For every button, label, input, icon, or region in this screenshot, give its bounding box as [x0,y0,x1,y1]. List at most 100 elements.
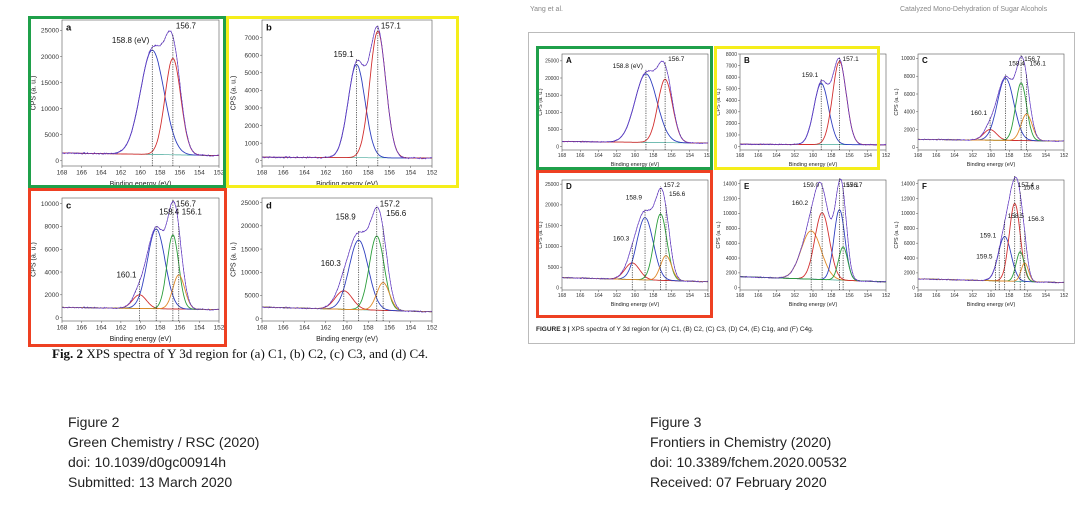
y-tick-label: 5000 [548,127,559,133]
x-tick-label: 152 [704,153,713,159]
x-tick-label: 162 [969,153,978,159]
x-tick-label: 160 [987,293,996,299]
y-tick-label: 4000 [45,269,60,276]
x-tick-label: 156 [384,325,395,332]
x-tick-label: 160 [342,170,353,177]
x-tick-label: 154 [194,325,205,332]
peak-label: 160.1 [116,270,137,279]
component-curve [62,228,219,311]
envelope-curve [739,178,886,283]
y-tick-label: 10000 [241,270,259,277]
x-tick-label: 152 [427,325,438,332]
y-tick-label: 6000 [726,75,737,81]
peak-label: 156.7 [176,200,197,209]
x-tick-label: 156 [1023,153,1032,159]
meta-right-line3: doi: 10.3389/fchem.2020.00532 [650,454,847,470]
component-curve [262,63,432,159]
y-tick-label: 14000 [901,181,915,187]
chart-svg-right-A: 168 166 164 162 160 158 156 154 152 0 5000 10000 150… [538,53,713,168]
x-tick-label: 158 [1005,293,1014,299]
y-tick-label: 5000 [548,265,559,271]
x-tick-label: 158 [363,170,374,177]
y-tick-label: 3000 [245,105,260,112]
peak-label: 158.4 [1009,61,1026,68]
peak-label: 157.2 [664,182,681,189]
y-tick-label: 10000 [41,106,59,113]
x-tick-label: 156 [384,170,395,177]
x-tick-label: 156 [174,170,185,177]
x-tick-label: 158 [1005,153,1014,159]
chart-panel-right-C: 168 166 164 162 160 158 156 154 152 0 2000 4000 6000… [892,46,1070,168]
left-figure: 168 166 164 162 160 158 156 154 152 0 5000 10000 150… [28,12,459,372]
y-tick-label: 15000 [545,223,559,229]
x-tick-label: 162 [791,153,800,159]
x-tick-label: 168 [736,293,745,299]
x-tick-label: 164 [594,153,603,159]
left-caption-label: Fig. 2 [52,346,84,361]
meta-left-line1: Figure 2 [68,414,120,430]
x-axis-label: Binding energy (eV) [110,336,172,343]
x-tick-label: 152 [704,293,713,299]
peak-label: 158.5 [1008,213,1025,220]
x-axis-label: Binding energy (eV) [967,162,1016,168]
plot-frame [739,179,887,291]
peak-label: 156.7 [846,182,863,189]
y-tick-label: 8000 [904,74,915,80]
y-tick-label: 4000 [904,110,915,116]
x-tick-label: 164 [950,153,959,159]
x-tick-label: 168 [736,153,745,159]
y-tick-label: 0 [734,144,737,150]
chart-svg-right-D: 168 166 164 162 160 158 156 154 152 0 5000 10000 150… [538,179,713,308]
x-tick-label: 152 [882,293,891,299]
peak-label: 158.9 [626,195,643,202]
x-tick-label: 152 [1060,153,1069,159]
panel-letter: F [922,182,927,191]
x-tick-label: 164 [950,293,959,299]
chart-panel-left-a: 168 166 164 162 160 158 156 154 152 0 5000 10000 150… [28,12,225,188]
x-axis-label: Binding energy (eV) [110,181,172,188]
y-axis-label: CPS (a. u.) [894,221,900,248]
right-header-left: Yang et al. [530,6,563,13]
peak-label: 156.7 [668,56,685,63]
panel-letter: E [744,182,750,191]
y-tick-label: 10000 [545,244,559,250]
meta-right-line1: Figure 3 [650,414,702,430]
x-tick-label: 152 [1060,293,1069,299]
peak-label: 156.1 [182,207,203,216]
y-tick-label: 2000 [45,292,60,299]
right-caption-label: FIGURE 3 | [536,326,570,333]
x-tick-label: 162 [115,170,126,177]
x-tick-label: 168 [257,170,268,177]
chart-svg-right-F: 168 166 164 162 160 158 156 154 152 0 2000 4000 6000… [894,175,1069,308]
x-tick-label: 156 [845,293,854,299]
x-axis-label: Binding energy (eV) [316,336,378,343]
y-tick-label: 20000 [545,76,559,82]
right-figure: 168 166 164 162 160 158 156 154 152 0 5000 10000 150… [528,0,1076,345]
x-tick-label: 152 [427,170,438,177]
component-curve [62,57,219,157]
x-tick-label: 154 [864,293,873,299]
x-tick-label: 160 [631,153,640,159]
component-curve [562,78,708,144]
left-figure-caption: Fig. 2 XPS spectra of Y 3d region for (a… [52,346,482,362]
y-tick-label: 7000 [245,35,260,42]
meta-right-line4: Received: 07 February 2020 [650,474,827,490]
component-curve [562,73,708,144]
peak-label: 157.1 [842,56,859,63]
component-curve [739,246,886,283]
peak-label: 156.3 [1028,216,1045,223]
y-tick-label: 20000 [241,223,259,230]
y-axis-label: CPS (a. u.) [231,76,238,111]
peak-label: 159.1 [334,50,355,59]
y-axis-label: CPS (a. u.) [538,221,544,248]
raw-spectrum [261,206,433,313]
y-tick-label: 5000 [245,70,260,77]
y-tick-label: 3000 [726,110,737,116]
component-curve [262,235,432,313]
component-curve [740,82,886,146]
component-curve [62,49,219,157]
x-tick-label: 166 [76,325,87,332]
x-tick-label: 168 [914,293,923,299]
x-tick-label: 160 [809,293,818,299]
x-tick-label: 160 [135,325,146,332]
